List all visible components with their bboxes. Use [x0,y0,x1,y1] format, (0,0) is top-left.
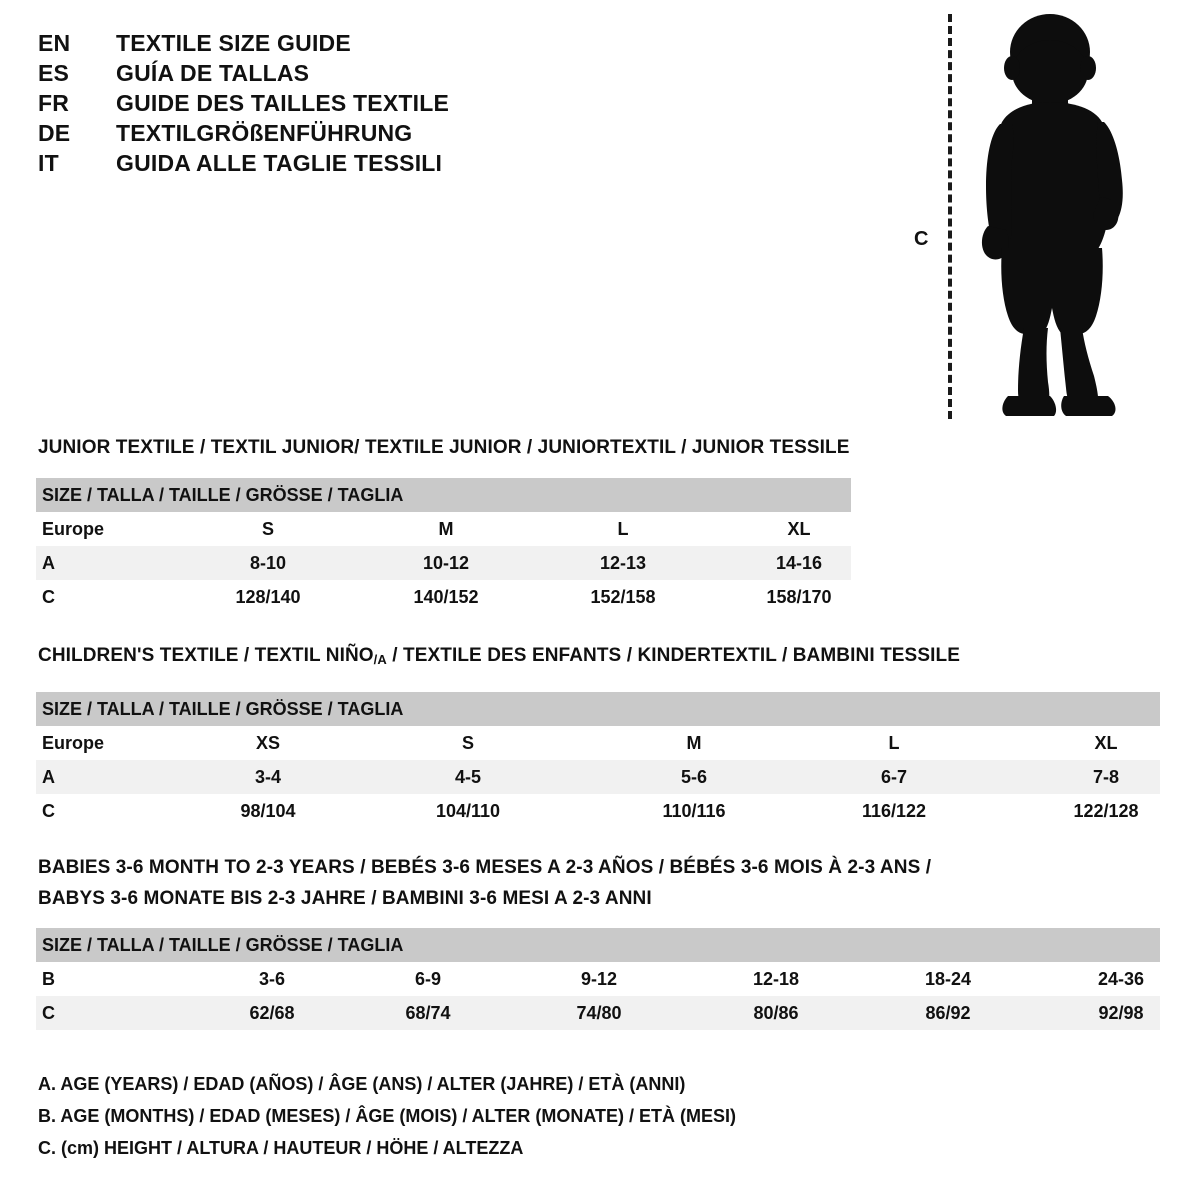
heading-subscript: /A [373,652,387,667]
heading-part: CHILDREN'S TEXTILE / TEXTIL NIÑO [38,645,374,666]
row-label: B [42,969,55,989]
table-cell: 6-7 [880,767,908,787]
table-cell: 12-18 [752,969,800,989]
table-row: A 8-10 10-12 12-13 14-16 [36,546,851,580]
table-cell: 10-12 [422,553,470,573]
height-measure-label: C [914,228,929,250]
table-cell: 3-6 [258,969,286,989]
table-band-label: SIZE / TALLA / TAILLE / GRÖSSE / TAGLIA [36,928,1160,962]
table-cell: M [438,519,454,539]
table-cell: 7-8 [1092,767,1120,787]
language-code: ES [38,60,70,86]
table-cell: 24-36 [1097,969,1145,989]
table-cell: 62/68 [249,1003,295,1023]
table-cell: 18-24 [924,969,972,989]
language-title: GUIDA ALLE TAGLIE TESSILI [116,150,443,176]
legend-block: A. AGE (YEARS) / EDAD (AÑOS) / ÂGE (ANS)… [38,1068,838,1164]
row-label: A [42,767,55,787]
language-code: IT [38,150,59,176]
language-header-block: EN TEXTILE SIZE GUIDE ES GUÍA DE TALLAS … [38,30,598,180]
language-code: FR [38,90,70,116]
table-cell: S [261,519,275,539]
row-label: A [42,553,55,573]
legend-line-b: B. AGE (MONTHS) / EDAD (MESES) / ÂGE (MO… [38,1106,736,1126]
table-cell: XL [1094,733,1118,753]
row-label: C [42,801,55,821]
junior-size-table: SIZE / TALLA / TAILLE / GRÖSSE / TAGLIA … [36,478,851,614]
table-row: Europe XS S M L XL [36,726,1160,760]
child-silhouette-icon [981,14,1123,416]
legend-line-c: C. (cm) HEIGHT / ALTURA / HAUTEUR / HÖHE… [38,1138,524,1158]
table-cell: 14-16 [775,553,823,573]
table-cell: 12-13 [599,553,647,573]
table-cell: 80/86 [753,1003,799,1023]
table-cell: XL [787,519,811,539]
table-cell: 5-6 [680,767,708,787]
section-heading-babies-line1: BABIES 3-6 MONTH TO 2-3 YEARS / BEBÉS 3-… [38,857,932,878]
table-cell: 152/158 [590,587,656,607]
table-cell: 110/116 [662,801,726,821]
table-cell: 116/122 [861,801,927,821]
language-title: TEXTILGRÖßENFÜHRUNG [116,120,413,146]
table-cell: 4-5 [454,767,482,787]
table-cell: L [888,733,900,753]
row-label: Europe [42,519,105,539]
table-cell: 122/128 [1073,801,1139,821]
table-row: Europe S M L XL [36,512,851,546]
language-title: GUÍA DE TALLAS [116,60,310,86]
language-row: IT GUIDA ALLE TAGLIE TESSILI [38,150,598,180]
row-label: C [42,587,55,607]
children-size-table: SIZE / TALLA / TAILLE / GRÖSSE / TAGLIA … [36,692,1160,828]
table-cell: 68/74 [405,1003,451,1023]
table-row: C 62/68 68/74 74/80 80/86 86/92 92/98 [36,996,1160,1030]
table-row: C 128/140 140/152 152/158 158/170 [36,580,851,614]
table-cell: 74/80 [576,1003,622,1023]
table-cell: S [461,733,475,753]
table-cell: 6-9 [414,969,442,989]
height-reference-figure: C [900,10,1150,425]
language-row: ES GUÍA DE TALLAS [38,60,598,90]
language-code: EN [38,30,71,56]
language-row: DE TEXTILGRÖßENFÜHRUNG [38,120,598,150]
table-band-label: SIZE / TALLA / TAILLE / GRÖSSE / TAGLIA [36,692,1160,726]
table-cell: 86/92 [925,1003,971,1023]
language-row: FR GUIDE DES TAILLES TEXTILE [38,90,598,120]
table-cell: XS [255,733,281,753]
table-row: A 3-4 4-5 5-6 6-7 7-8 [36,760,1160,794]
table-cell: 8-10 [249,553,287,573]
table-cell: 3-4 [254,767,282,787]
table-cell: 104/110 [435,801,501,821]
height-dashed-line [948,14,952,419]
table-cell: M [686,733,702,753]
table-cell: 92/98 [1098,1003,1144,1023]
table-cell: 158/170 [766,587,832,607]
row-label: C [42,1003,55,1023]
table-band-label: SIZE / TALLA / TAILLE / GRÖSSE / TAGLIA [36,478,851,512]
table-cell: L [617,519,629,539]
language-code: DE [38,120,71,146]
babies-size-table: SIZE / TALLA / TAILLE / GRÖSSE / TAGLIA … [36,928,1160,1030]
legend-line-a: A. AGE (YEARS) / EDAD (AÑOS) / ÂGE (ANS)… [38,1074,686,1094]
row-label: Europe [42,733,105,753]
table-row: C 98/104 104/110 110/116 116/122 122/128 [36,794,1160,828]
table-cell: 98/104 [240,801,296,821]
table-cell: 9-12 [580,969,618,989]
table-cell: 140/152 [413,587,479,607]
heading-part: / TEXTILE DES ENFANTS / KINDERTEXTIL / B… [386,645,960,666]
language-title: GUIDE DES TAILLES TEXTILE [116,90,449,116]
section-heading-babies-line2: BABYS 3-6 MONATE BIS 2-3 JAHRE / BAMBINI… [38,888,652,909]
table-row: B 3-6 6-9 9-12 12-18 18-24 24-36 [36,962,1160,996]
section-heading-children: CHILDREN'S TEXTILE / TEXTIL NIÑO/A / TEX… [38,645,960,667]
language-title: TEXTILE SIZE GUIDE [116,30,351,56]
section-heading-junior: JUNIOR TEXTILE / TEXTIL JUNIOR/ TEXTILE … [38,437,850,458]
table-cell: 128/140 [235,587,301,607]
language-row: EN TEXTILE SIZE GUIDE [38,30,598,60]
